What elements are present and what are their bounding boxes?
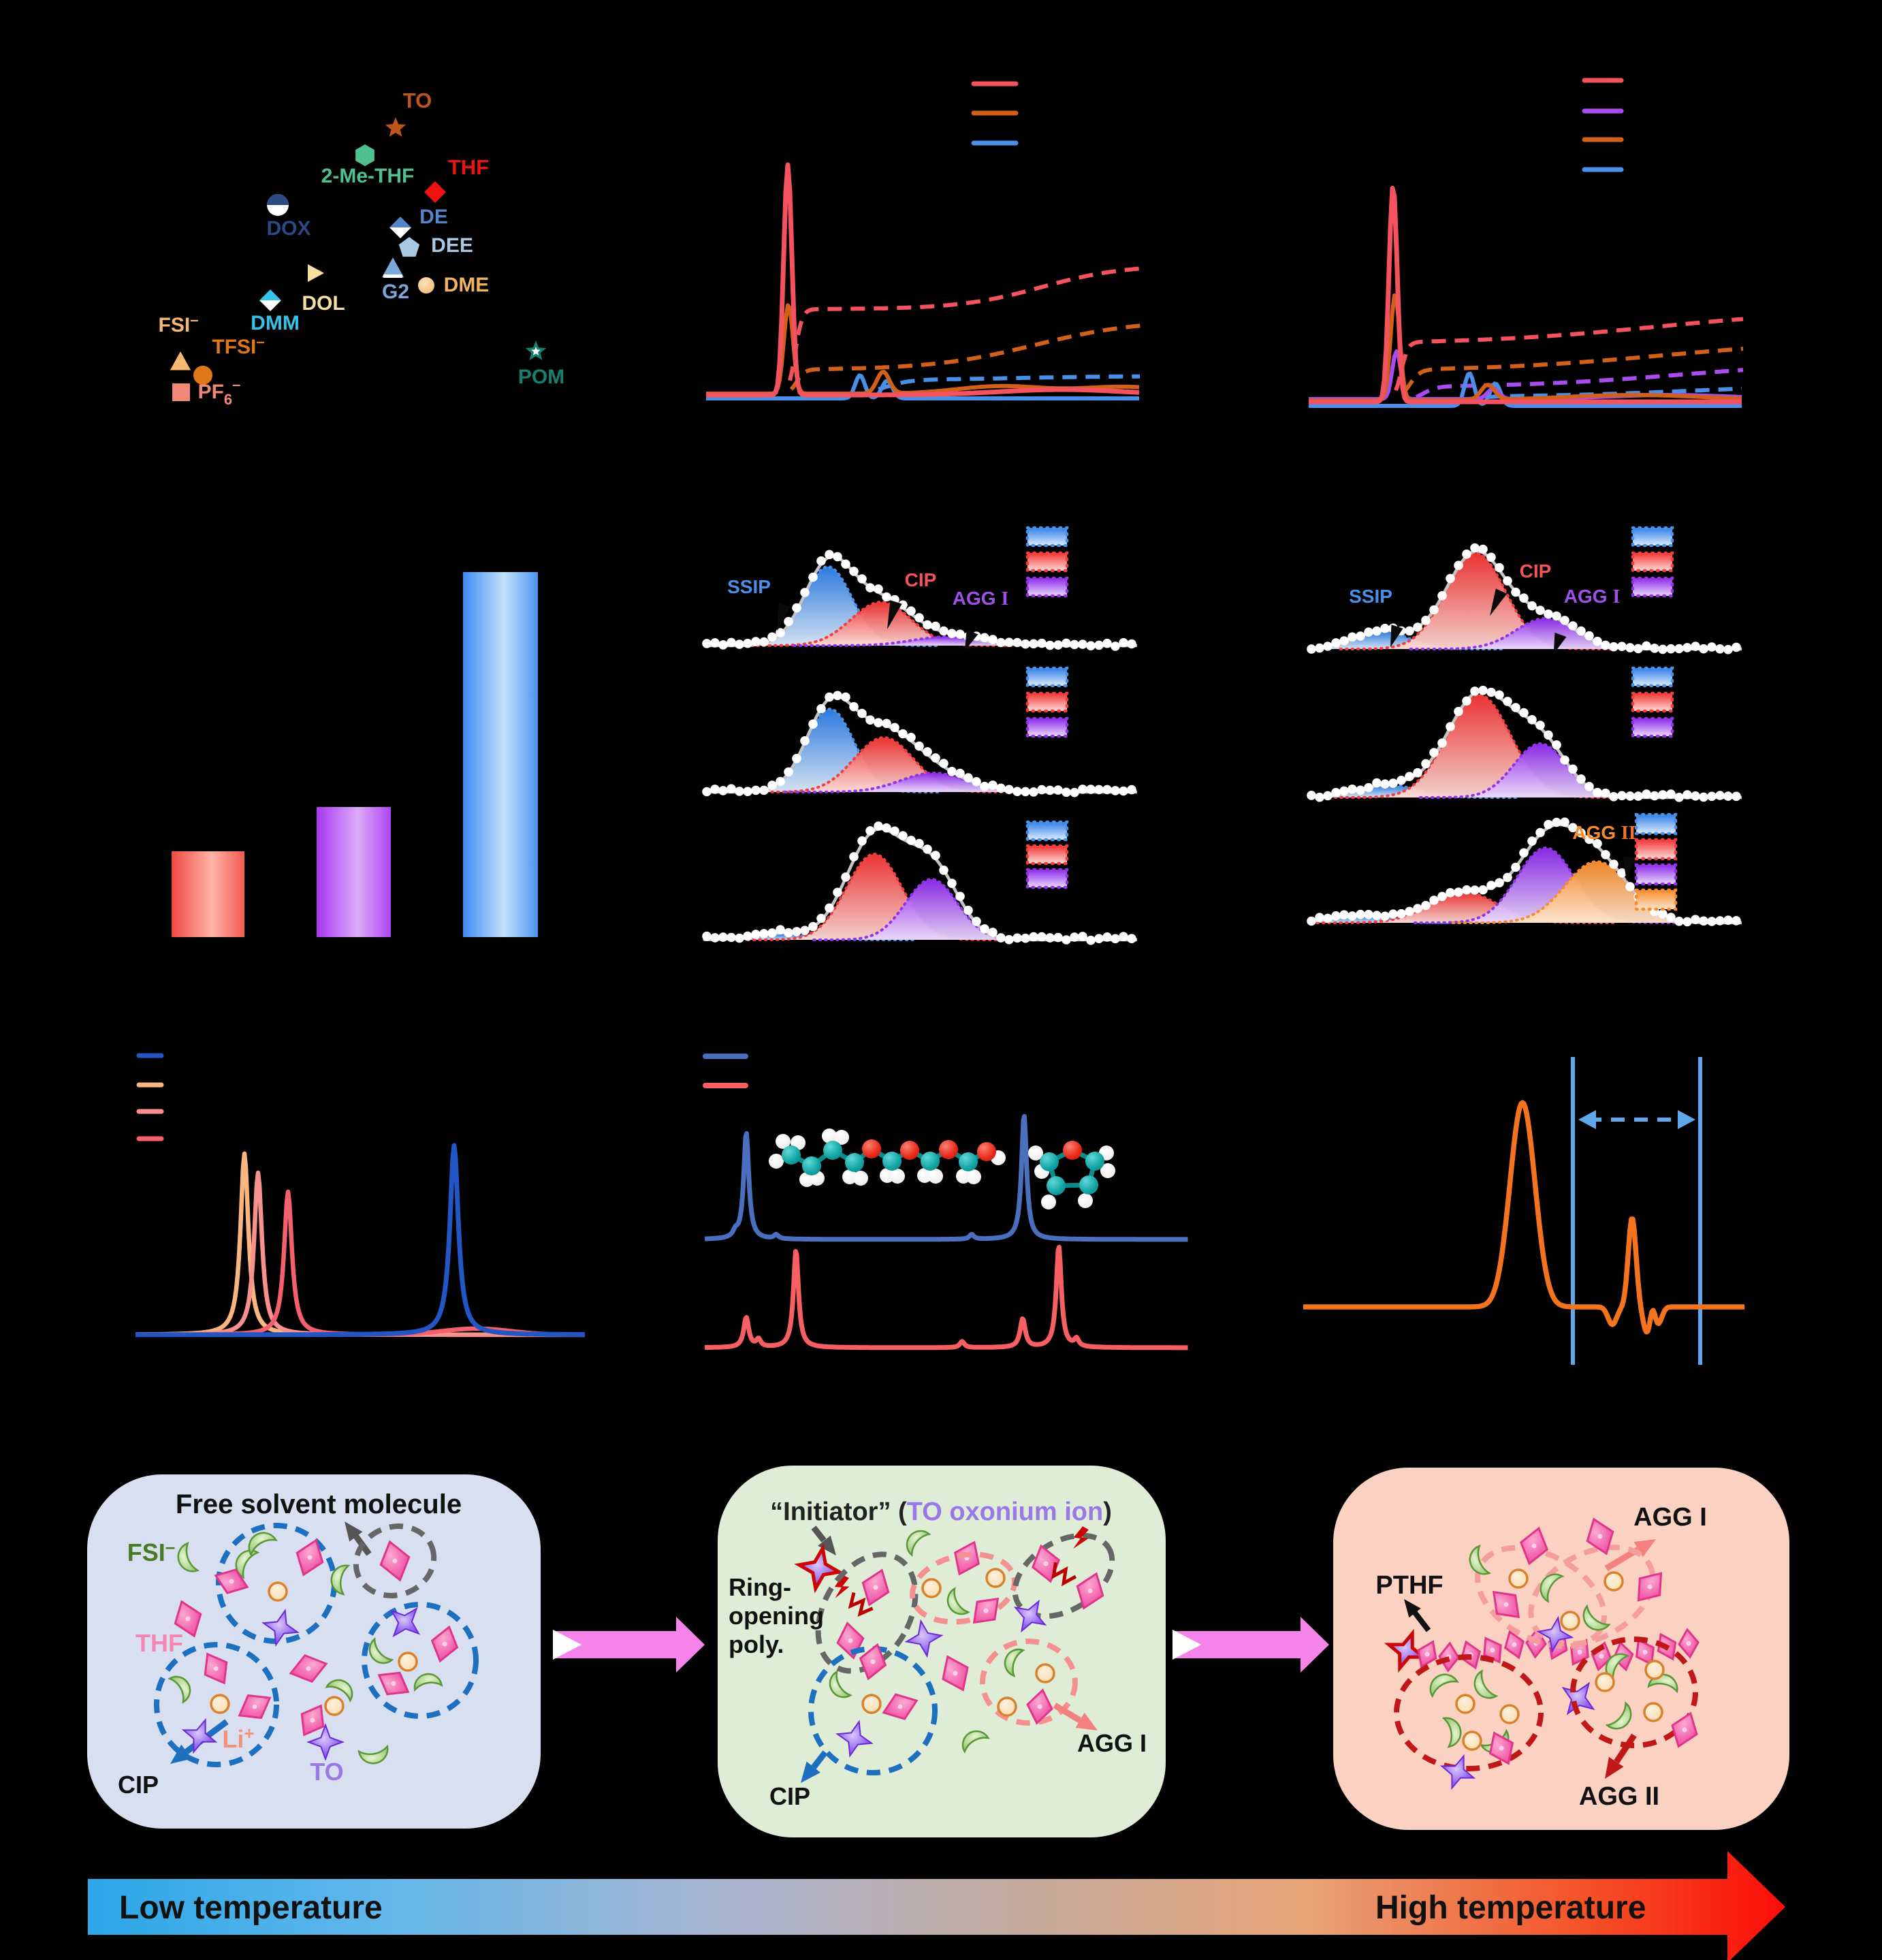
svg-text:Low temperature: Low temperature	[119, 1890, 383, 1926]
svg-text:THF: THF	[135, 1629, 183, 1657]
svg-text:High temperature: High temperature	[1375, 1890, 1646, 1926]
svg-text:G2: G2	[382, 281, 409, 303]
svg-text:THF: THF	[448, 155, 489, 179]
svg-text:AGG I: AGG I	[1564, 586, 1620, 607]
svg-text:2-Me-THF: 2-Me-THF	[321, 165, 415, 187]
svg-text:poly.: poly.	[729, 1630, 784, 1658]
svg-text:DOL: DOL	[302, 292, 345, 315]
svg-text:CIP: CIP	[1520, 560, 1552, 582]
svg-text:Free solvent molecule: Free solvent molecule	[176, 1489, 462, 1519]
svg-text:SSIP: SSIP	[1349, 586, 1392, 607]
svg-text:DME: DME	[444, 274, 490, 296]
svg-text:DOX: DOX	[266, 217, 310, 240]
svg-text:POM: POM	[518, 366, 564, 388]
svg-text:PTHF: PTHF	[1375, 1571, 1443, 1600]
svg-text:TFSI–: TFSI–	[212, 333, 264, 358]
svg-text:CIP: CIP	[769, 1782, 810, 1810]
svg-text:“Initiator” (TO oxonium ion): “Initiator” (TO oxonium ion)	[770, 1498, 1112, 1526]
svg-text:opening: opening	[729, 1602, 824, 1630]
svg-text:TO: TO	[403, 89, 432, 112]
svg-text:FSI–: FSI–	[159, 311, 199, 336]
svg-text:Ring-: Ring-	[729, 1573, 791, 1601]
svg-text:AGG I: AGG I	[1077, 1729, 1147, 1757]
svg-text:DE: DE	[419, 206, 448, 228]
svg-text:SSIP: SSIP	[727, 576, 771, 597]
svg-text:AGG II: AGG II	[1572, 822, 1636, 844]
svg-text:DEE: DEE	[431, 234, 473, 257]
svg-text:AGG II: AGG II	[1579, 1782, 1659, 1811]
svg-text:AGG I: AGG I	[1633, 1503, 1707, 1532]
svg-text:TO: TO	[310, 1758, 343, 1786]
svg-text:CIP: CIP	[118, 1771, 159, 1799]
svg-text:DMM: DMM	[251, 312, 300, 334]
svg-text:AGG I: AGG I	[953, 588, 1008, 610]
svg-text:CIP: CIP	[905, 569, 937, 590]
